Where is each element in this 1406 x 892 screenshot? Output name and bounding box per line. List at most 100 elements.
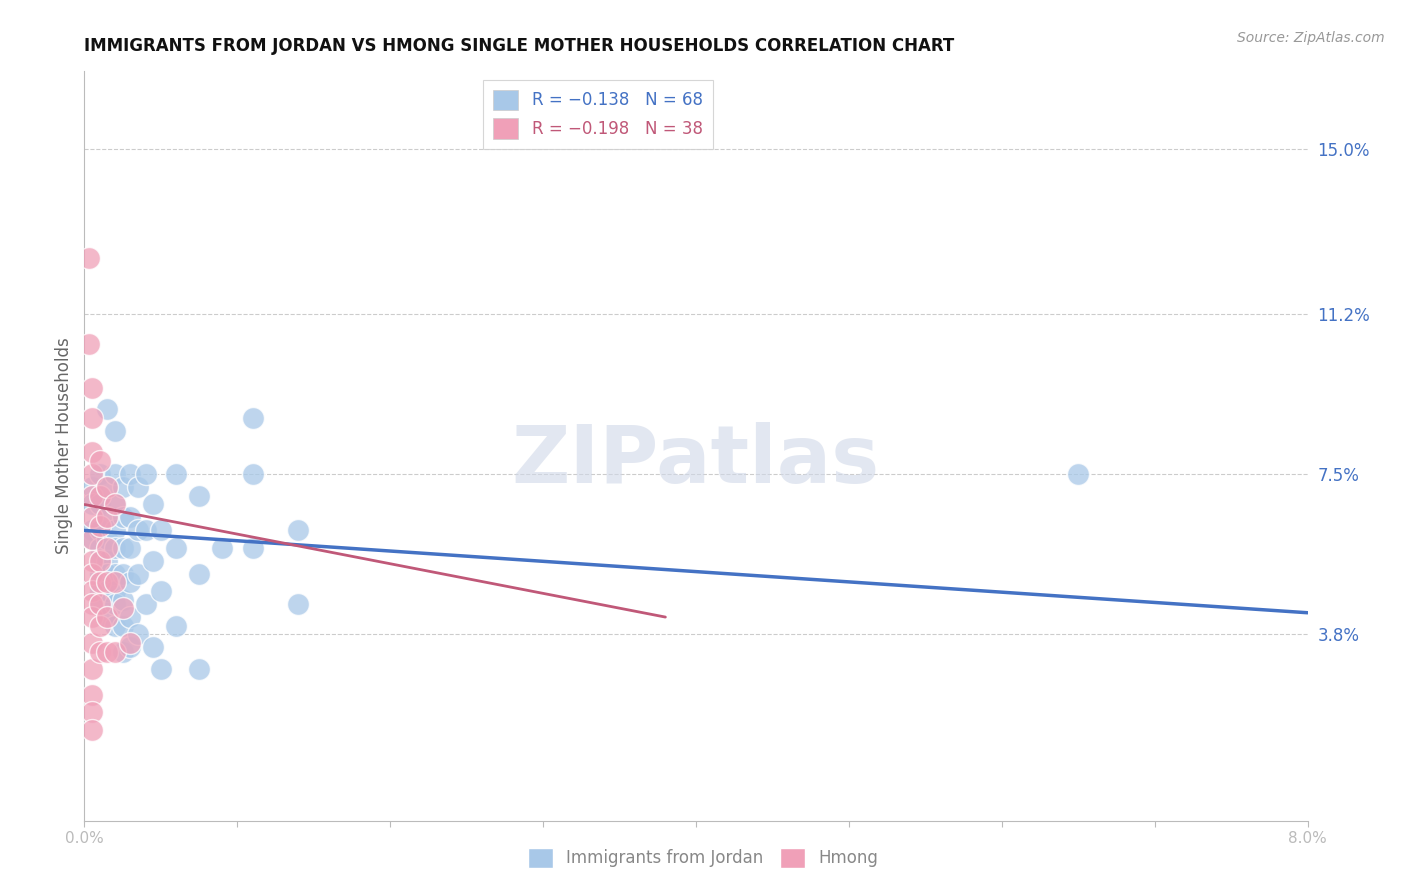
Point (89, 554, 111, 568)
Point (89, 489, 111, 503)
Point (96, 610, 118, 624)
Text: IMMIGRANTS FROM JORDAN VS HMONG SINGLE MOTHER HOUSEHOLDS CORRELATION CHART: IMMIGRANTS FROM JORDAN VS HMONG SINGLE M… (84, 37, 955, 54)
Point (80, 610, 103, 624)
Point (89, 597, 111, 611)
Point (111, 541, 134, 555)
Point (242, 541, 264, 555)
Point (111, 480, 134, 494)
Point (104, 498, 127, 512)
Point (80, 688, 103, 702)
Point (242, 467, 264, 482)
Point (127, 524, 149, 538)
Point (89, 524, 111, 538)
Point (80, 706, 103, 720)
Text: Source: ZipAtlas.com: Source: ZipAtlas.com (1237, 31, 1385, 45)
Point (104, 597, 127, 611)
Point (120, 640, 142, 655)
Point (89, 454, 111, 468)
Point (80, 597, 103, 611)
Point (127, 566, 149, 581)
Point (135, 467, 157, 482)
Y-axis label: Single Mother Households: Single Mother Households (55, 338, 73, 554)
Point (96, 532, 118, 546)
Point (96, 510, 118, 524)
Point (89, 554, 111, 568)
Point (89, 584, 111, 599)
Point (80, 380, 103, 394)
Point (149, 584, 172, 599)
Point (89, 566, 111, 581)
Point (120, 467, 142, 482)
Point (89, 541, 111, 555)
Point (77, 251, 100, 265)
Point (89, 619, 111, 633)
Point (127, 627, 149, 641)
Point (111, 619, 134, 633)
Point (120, 541, 142, 555)
Point (120, 610, 142, 624)
Point (165, 467, 187, 482)
Point (120, 636, 142, 650)
Point (96, 554, 118, 568)
Point (135, 597, 157, 611)
Point (96, 610, 118, 624)
Point (188, 489, 211, 503)
Point (188, 662, 211, 676)
Point (104, 467, 127, 482)
Point (120, 575, 142, 590)
Point (80, 662, 103, 676)
Point (80, 566, 103, 581)
Point (104, 645, 127, 659)
Point (120, 510, 142, 524)
Point (188, 566, 211, 581)
Point (104, 524, 127, 538)
Point (135, 524, 157, 538)
Point (104, 498, 127, 512)
Point (80, 554, 103, 568)
Point (142, 554, 165, 568)
Point (80, 524, 103, 538)
Point (96, 541, 118, 555)
Legend: R = −0.138   N = 68, R = −0.198   N = 38: R = −0.138 N = 68, R = −0.198 N = 38 (484, 79, 713, 149)
Point (80, 636, 103, 650)
Point (149, 662, 172, 676)
Point (111, 510, 134, 524)
Point (287, 524, 309, 538)
Point (89, 575, 111, 590)
Point (96, 575, 118, 590)
Point (80, 410, 103, 425)
Point (80, 467, 103, 482)
Point (96, 510, 118, 524)
Point (127, 480, 149, 494)
Point (96, 480, 118, 494)
Text: ZIPatlas: ZIPatlas (512, 422, 880, 500)
Point (77, 337, 100, 351)
Point (80, 584, 103, 599)
Point (96, 566, 118, 581)
Point (96, 645, 118, 659)
Point (80, 532, 103, 546)
Point (80, 532, 103, 546)
Point (142, 498, 165, 512)
Point (1067, 467, 1090, 482)
Point (104, 566, 127, 581)
Point (111, 601, 134, 615)
Point (80, 510, 103, 524)
Point (104, 424, 127, 438)
Point (104, 619, 127, 633)
Point (104, 575, 127, 590)
Point (96, 480, 118, 494)
Point (287, 597, 309, 611)
Point (89, 597, 111, 611)
Point (89, 467, 111, 482)
Point (142, 640, 165, 655)
Point (96, 584, 118, 599)
Point (111, 592, 134, 607)
Point (242, 410, 264, 425)
Point (96, 402, 118, 417)
Point (104, 584, 127, 599)
Point (165, 541, 187, 555)
Point (80, 445, 103, 459)
Point (89, 498, 111, 512)
Point (165, 619, 187, 633)
